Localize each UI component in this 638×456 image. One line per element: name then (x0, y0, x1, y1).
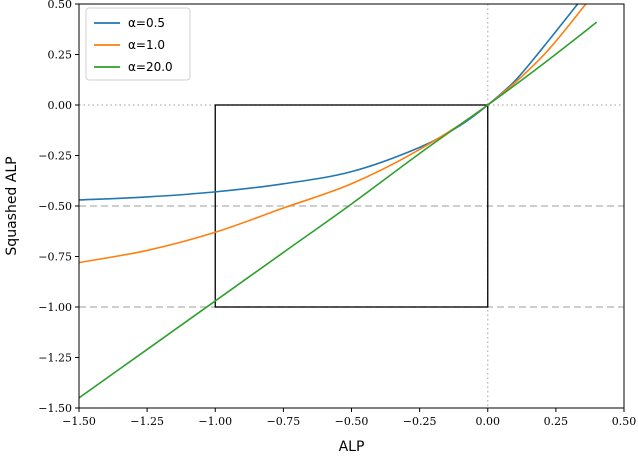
y-tick-label: −0.25 (38, 150, 72, 163)
legend-entry: α=20.0 (128, 60, 173, 74)
x-tick-label: −1.50 (62, 415, 96, 428)
y-axis-label: Squashed ALP (4, 156, 20, 255)
x-tick-label: −0.50 (335, 415, 369, 428)
y-tick-label: 0.50 (48, 0, 73, 11)
y-tick-label: 0.25 (48, 49, 73, 62)
x-tick-label: −1.00 (198, 415, 232, 428)
y-tick-label: 0.00 (48, 99, 73, 112)
x-tick-label: 0.25 (544, 415, 569, 428)
y-tick-label: −0.50 (38, 200, 72, 213)
y-tick-label: −0.75 (38, 251, 72, 264)
x-tick-label: −0.25 (403, 415, 437, 428)
y-tick-label: −1.00 (38, 301, 72, 314)
series-line-2 (79, 21, 598, 399)
x-tick-label: 0.00 (476, 415, 501, 428)
legend-box (85, 7, 191, 81)
series-line-1 (79, 4, 587, 264)
legend-entry: α=0.5 (128, 16, 165, 30)
reference-box (214, 104, 489, 308)
x-tick-label: −1.25 (130, 415, 164, 428)
x-axis-label: ALP (339, 439, 365, 455)
y-tick-label: −1.25 (38, 352, 72, 365)
x-tick-label: −0.75 (267, 415, 301, 428)
y-tick-label: −1.50 (38, 402, 72, 415)
legend-entry: α=1.0 (128, 38, 165, 52)
series-line-0 (79, 4, 579, 201)
legend: α=0.5 α=1.0 α=20.0 (85, 7, 191, 81)
x-tick-label: 0.50 (612, 415, 637, 428)
plot-area (79, 4, 624, 408)
axes: −1.50 −1.25 −1.00 −0.75 −0.50 −0.25 0.00 0.25 0.… (38, 0, 636, 428)
